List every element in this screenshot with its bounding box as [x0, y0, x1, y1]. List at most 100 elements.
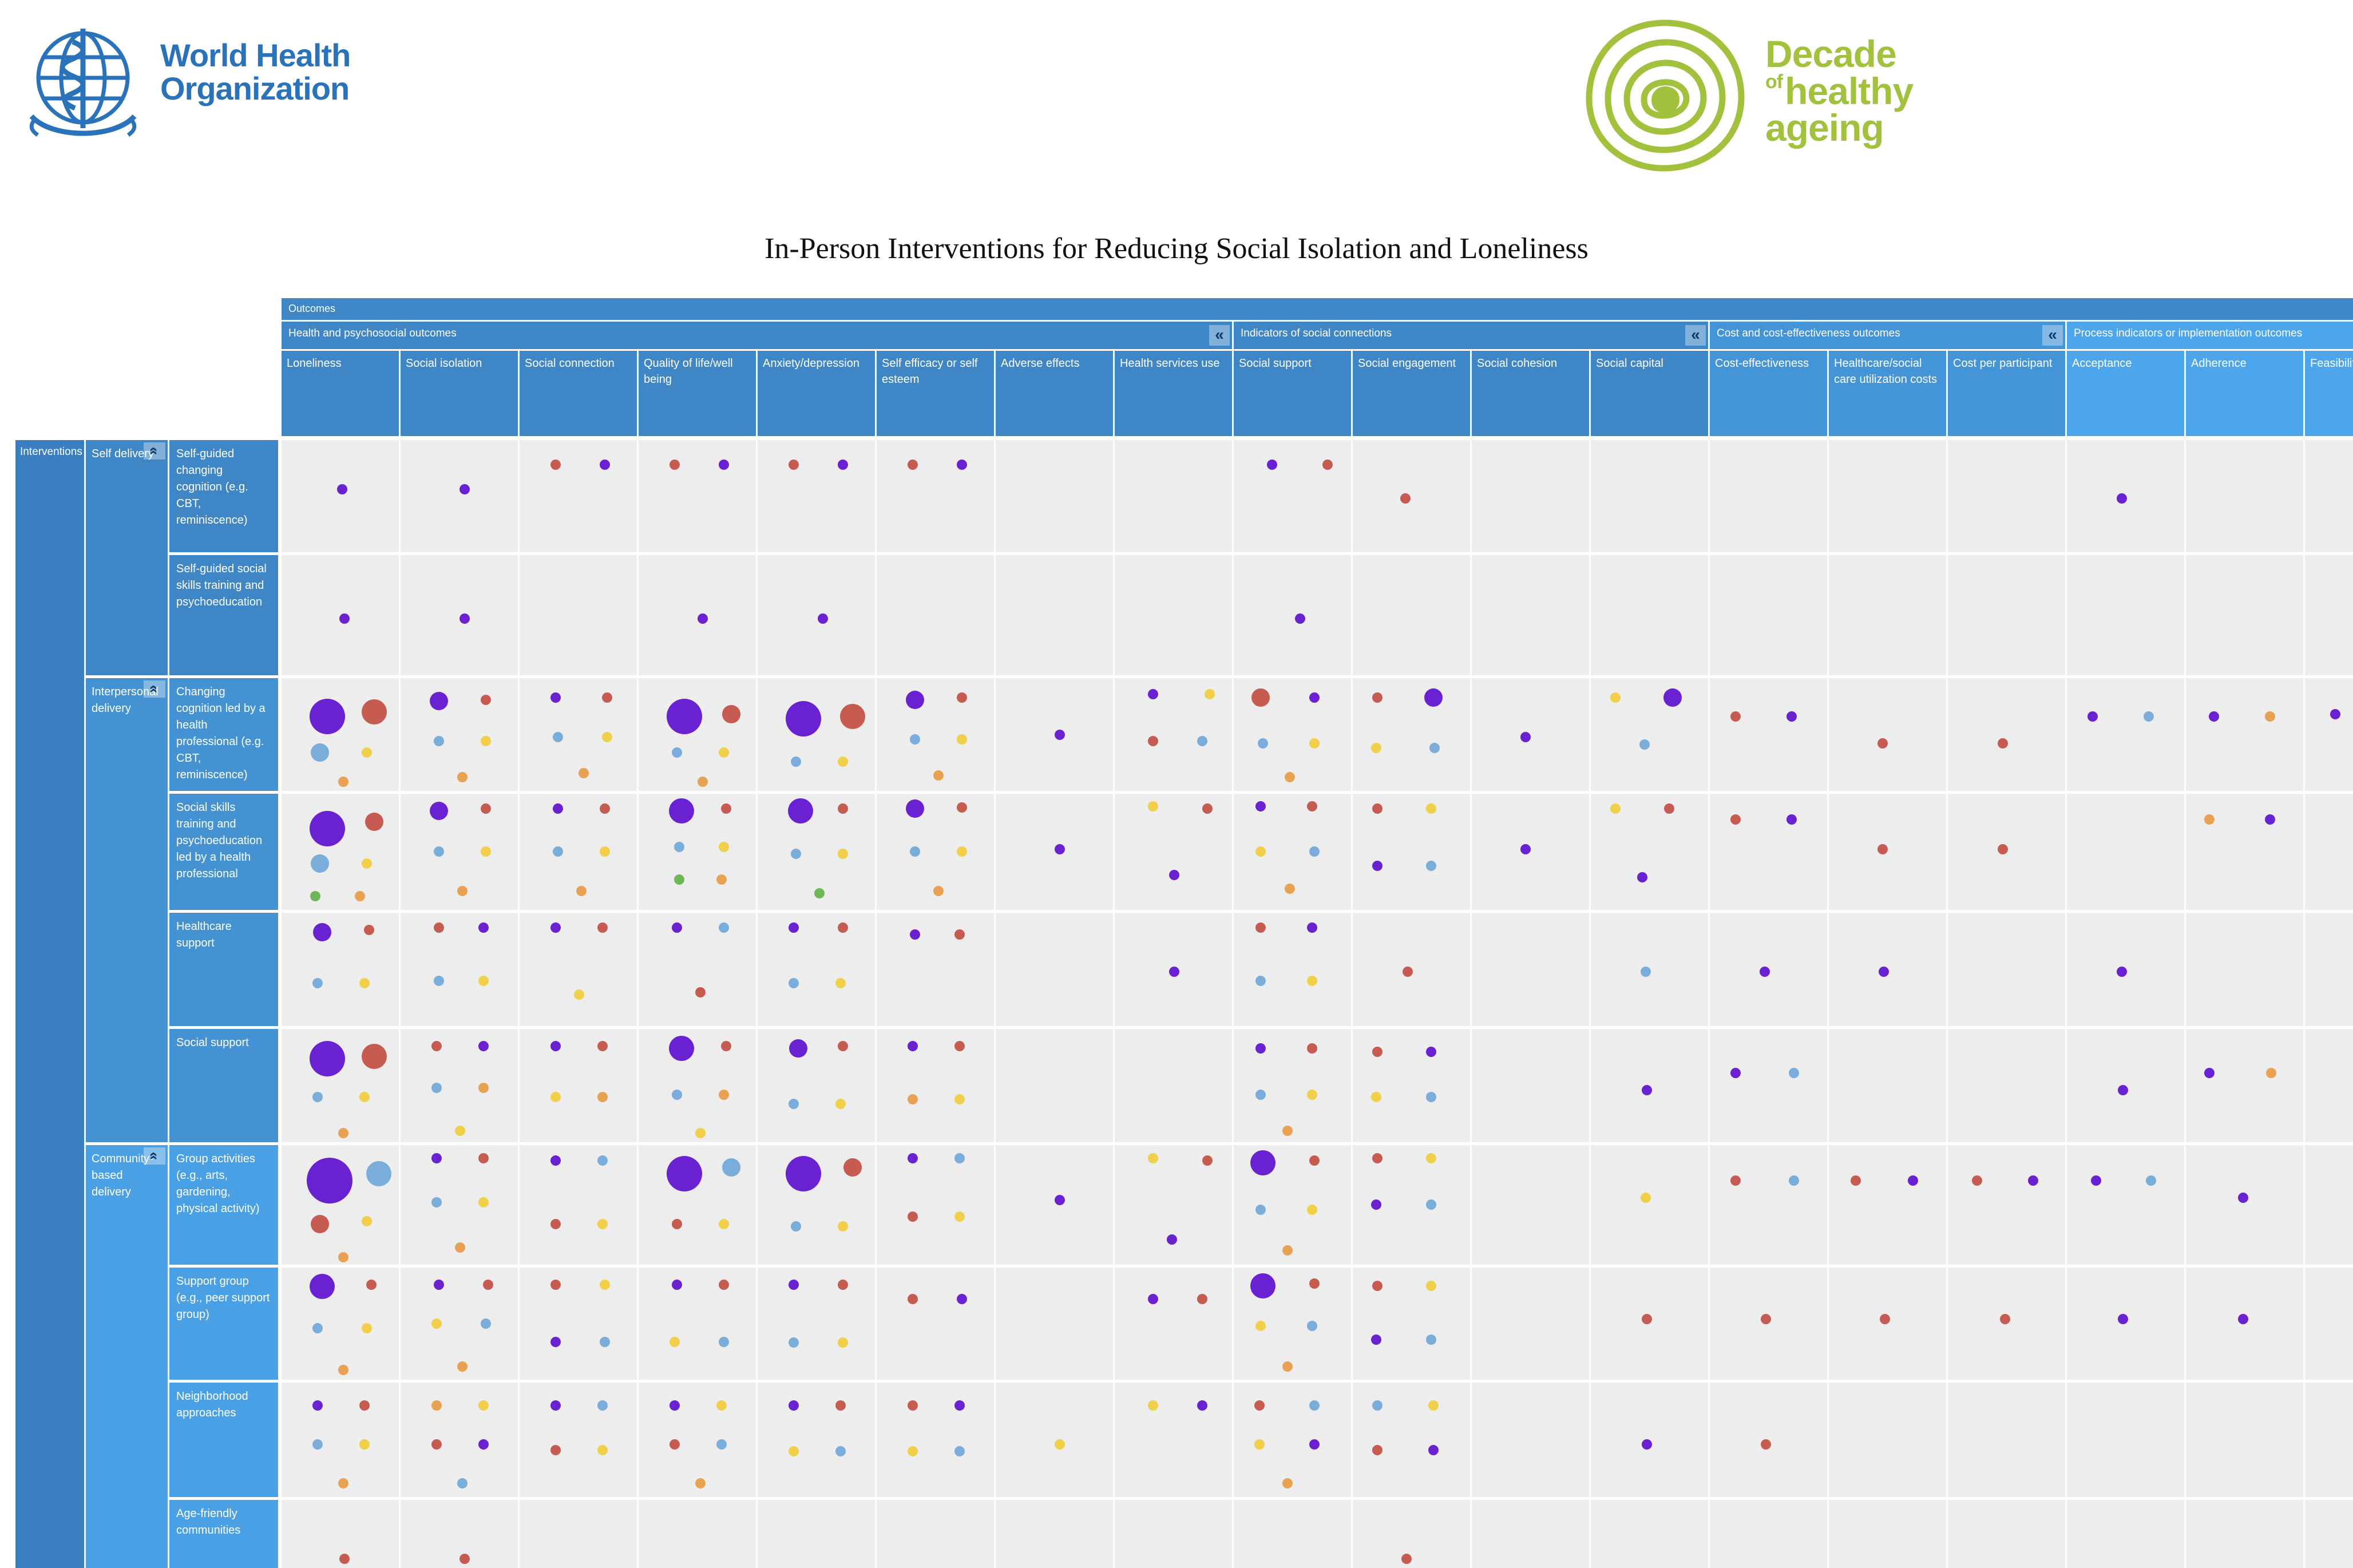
evidence-dot[interactable] [1255, 976, 1266, 986]
evidence-dot[interactable] [553, 803, 563, 814]
evidence-dot[interactable] [550, 1155, 561, 1166]
evidence-dot[interactable] [431, 1041, 442, 1051]
evidence-dot[interactable] [789, 1039, 807, 1058]
evidence-dot[interactable] [2266, 1068, 2276, 1078]
evidence-dot[interactable] [1972, 1175, 1982, 1186]
evidence-dot[interactable] [719, 1090, 729, 1100]
evidence-dot[interactable] [1055, 1195, 1065, 1205]
evidence-dot[interactable] [1205, 689, 1215, 699]
evidence-dot[interactable] [716, 1439, 727, 1450]
evidence-dot[interactable] [2265, 814, 2275, 825]
evidence-dot[interactable] [1307, 1043, 1317, 1054]
evidence-dot[interactable] [789, 978, 799, 988]
evidence-dot[interactable] [838, 1280, 848, 1290]
evidence-dot[interactable] [669, 798, 694, 823]
evidence-dot[interactable] [1789, 1068, 1799, 1078]
evidence-dot[interactable] [483, 1280, 493, 1290]
evidence-dot[interactable] [1426, 1153, 1436, 1163]
evidence-dot[interactable] [359, 1400, 370, 1411]
evidence-dot[interactable] [835, 1099, 846, 1109]
evidence-dot[interactable] [2265, 711, 2275, 722]
evidence-dot[interactable] [2117, 967, 2127, 977]
evidence-dot[interactable] [602, 692, 612, 703]
evidence-dot[interactable] [1730, 1175, 1741, 1186]
evidence-dot[interactable] [1520, 732, 1531, 742]
evidence-dot[interactable] [431, 1439, 442, 1450]
evidence-dot[interactable] [1372, 1281, 1383, 1291]
evidence-dot[interactable] [478, 922, 489, 933]
evidence-dot[interactable] [1148, 1400, 1158, 1411]
evidence-dot[interactable] [789, 1099, 799, 1109]
evidence-dot[interactable] [910, 846, 920, 857]
evidence-dot[interactable] [430, 692, 448, 710]
evidence-dot[interactable] [2000, 1314, 2010, 1324]
evidence-dot[interactable] [1789, 1175, 1799, 1186]
evidence-dot[interactable] [478, 1439, 489, 1450]
evidence-dot[interactable] [1254, 1400, 1265, 1411]
evidence-dot[interactable] [698, 613, 708, 624]
evidence-dot[interactable] [1424, 688, 1443, 707]
evidence-dot[interactable] [339, 613, 350, 624]
evidence-dot[interactable] [312, 1400, 323, 1411]
evidence-dot[interactable] [366, 1161, 391, 1186]
evidence-dot[interactable] [838, 1337, 848, 1348]
evidence-dot[interactable] [1761, 1439, 1771, 1450]
evidence-dot[interactable] [838, 757, 848, 767]
evidence-dot[interactable] [2091, 1175, 2101, 1186]
evidence-dot[interactable] [719, 922, 729, 933]
evidence-dot[interactable] [838, 460, 848, 470]
evidence-dot[interactable] [600, 1280, 610, 1290]
evidence-dot[interactable] [1255, 846, 1266, 857]
evidence-dot[interactable] [908, 1211, 918, 1222]
evidence-dot[interactable] [1282, 1361, 1293, 1372]
evidence-dot[interactable] [910, 929, 920, 940]
evidence-dot[interactable] [1254, 1439, 1265, 1450]
evidence-dot[interactable] [362, 1216, 372, 1226]
evidence-dot[interactable] [1760, 967, 1770, 977]
evidence-dot[interactable] [600, 803, 610, 814]
evidence-dot[interactable] [1251, 688, 1270, 707]
evidence-dot[interactable] [791, 1221, 801, 1232]
evidence-dot[interactable] [838, 1041, 848, 1051]
evidence-dot[interactable] [1372, 1445, 1383, 1455]
evidence-dot[interactable] [600, 846, 610, 857]
evidence-dot[interactable] [338, 777, 348, 787]
evidence-dot[interactable] [312, 1323, 323, 1333]
evidence-dot[interactable] [1426, 803, 1436, 814]
evidence-dot[interactable] [362, 699, 387, 724]
evidence-dot[interactable] [722, 705, 740, 723]
evidence-dot[interactable] [698, 777, 708, 787]
evidence-dot[interactable] [434, 846, 444, 857]
evidence-dot[interactable] [338, 1128, 348, 1138]
evidence-dot[interactable] [1403, 967, 1413, 977]
evidence-dot[interactable] [481, 846, 491, 857]
evidence-dot[interactable] [1642, 1314, 1652, 1324]
evidence-dot[interactable] [430, 802, 448, 820]
evidence-dot[interactable] [954, 1153, 965, 1163]
evidence-dot[interactable] [814, 888, 825, 898]
evidence-dot[interactable] [1148, 1153, 1158, 1163]
evidence-dot[interactable] [597, 1092, 608, 1102]
evidence-dot[interactable] [1998, 738, 2008, 749]
evidence-dot[interactable] [1880, 1314, 1890, 1324]
evidence-dot[interactable] [957, 734, 967, 745]
evidence-dot[interactable] [1255, 801, 1266, 811]
evidence-dot[interactable] [672, 1219, 682, 1229]
evidence-dot[interactable] [311, 743, 329, 762]
evidence-dot[interactable] [1055, 1439, 1065, 1450]
evidence-dot[interactable] [1055, 730, 1065, 740]
evidence-dot[interactable] [1730, 814, 1741, 825]
evidence-dot[interactable] [791, 849, 801, 859]
evidence-dot[interactable] [1255, 1321, 1266, 1331]
evidence-dot[interactable] [1169, 870, 1179, 880]
evidence-dot[interactable] [1639, 739, 1650, 750]
evidence-dot[interactable] [459, 613, 470, 624]
evidence-dot[interactable] [550, 1041, 561, 1051]
evidence-dot[interactable] [359, 978, 370, 988]
evidence-dot[interactable] [1429, 743, 1440, 753]
evidence-dot[interactable] [954, 1094, 965, 1104]
evidence-dot[interactable] [1148, 801, 1158, 811]
evidence-dot[interactable] [1282, 1245, 1293, 1256]
evidence-dot[interactable] [362, 1323, 372, 1333]
evidence-dot[interactable] [307, 1158, 352, 1203]
